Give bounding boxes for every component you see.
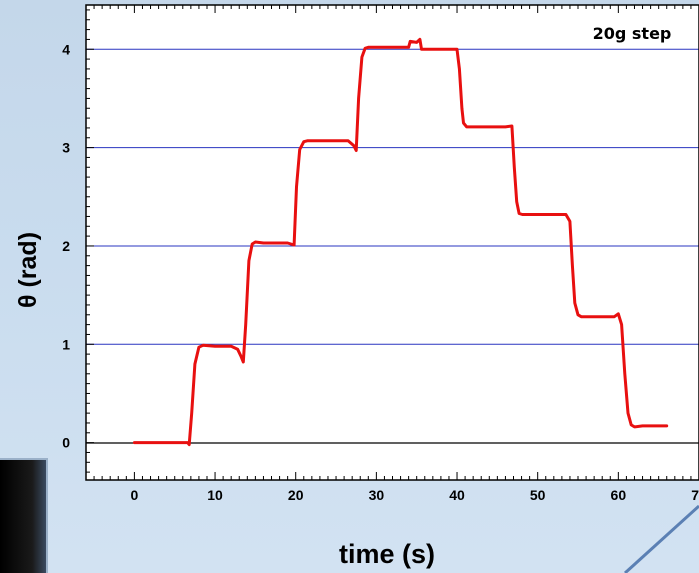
y-axis-title: θ (rad)	[14, 232, 42, 308]
x-tick-labels: 0 10 20 30 40 50 60 70	[130, 487, 699, 503]
x-tick-label-70: 70	[691, 487, 699, 503]
x-tick-label-60: 60	[611, 487, 627, 503]
x-axis-title: time (s)	[339, 539, 435, 569]
y-tick-label-4: 4	[62, 41, 70, 57]
background-dark-panel	[0, 458, 48, 573]
x-tick-label-0: 0	[130, 487, 138, 503]
series-line-0	[132, 37, 669, 447]
series-layer	[132, 37, 669, 447]
y-tick-label-2: 2	[62, 238, 70, 254]
x-tick-label-30: 30	[369, 487, 385, 503]
y-tick-label-1: 1	[62, 336, 70, 352]
y-tick-labels: 0 1 2 3 4	[62, 41, 70, 450]
plot-frame	[85, 4, 699, 481]
chart-annotation: 20g step	[593, 24, 672, 43]
x-tick-label-20: 20	[288, 487, 304, 503]
y-tick-label-3: 3	[62, 140, 70, 156]
callout-arrow-line	[623, 504, 699, 573]
x-tick-label-40: 40	[449, 487, 465, 503]
plot-area	[86, 5, 699, 480]
y-tick-label-0: 0	[62, 435, 70, 451]
gridlines	[86, 48, 699, 345]
x-tick-label-10: 10	[207, 487, 223, 503]
x-tick-label-50: 50	[530, 487, 546, 503]
